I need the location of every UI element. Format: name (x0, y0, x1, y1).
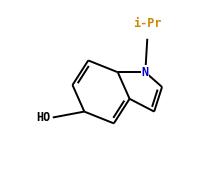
Text: i-Pr: i-Pr (132, 17, 161, 30)
Text: N: N (141, 66, 148, 79)
Text: HO: HO (36, 111, 51, 124)
